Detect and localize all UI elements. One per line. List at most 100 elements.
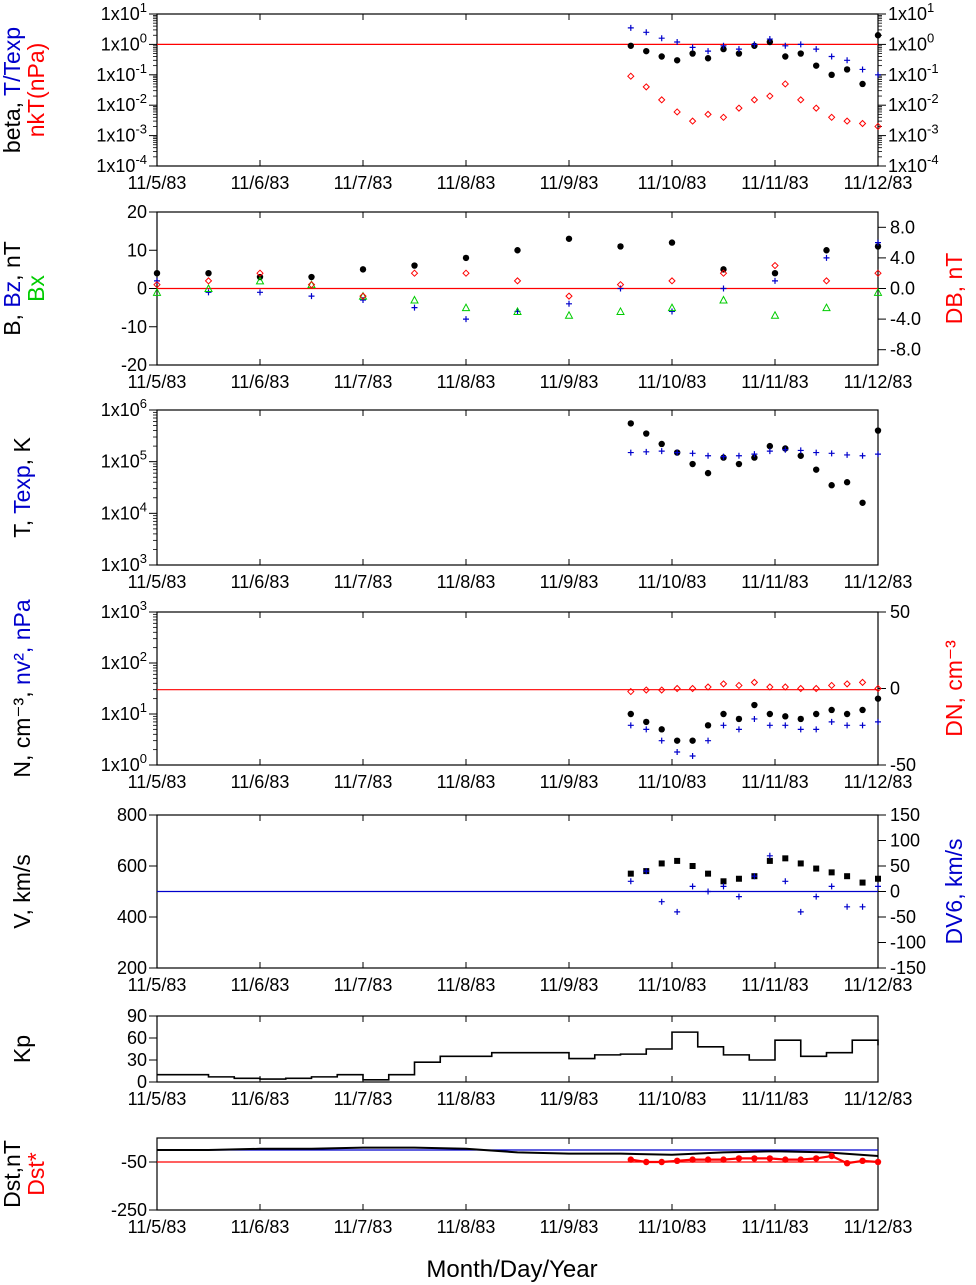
y-tick-label: 0: [137, 1072, 147, 1092]
data-point: [874, 684, 882, 693]
data-point: [411, 262, 418, 269]
data-point: [813, 466, 820, 473]
data-point: [875, 875, 881, 882]
series-dst-: [627, 1152, 882, 1167]
data-point: [720, 883, 727, 890]
y-axis-title-left: Kp: [9, 1035, 35, 1063]
data-point: [859, 722, 866, 729]
data-point: [674, 38, 681, 45]
data-point: [205, 289, 212, 296]
data-point: [859, 80, 866, 88]
data-point: [564, 310, 574, 319]
data-point: [154, 277, 160, 284]
panel-beta: 11/5/83 11/6/83 11/7/83 11/8/83 11/9/83 11/10…: [0, 0, 939, 193]
y-tick-label: 800: [117, 805, 147, 825]
data-point: [782, 42, 789, 49]
y-axis-title-left: beta, T/Texp: [0, 27, 25, 153]
data-point: [797, 447, 804, 454]
x-tick-label: 11/12/83: [844, 772, 913, 792]
data-point: [514, 247, 521, 254]
y-right-tick-label: 1x101: [888, 0, 934, 24]
data-point: [627, 687, 635, 696]
data-point: [643, 430, 650, 437]
panel-frame: [156, 13, 879, 167]
data-point: [874, 269, 882, 277]
data-point: [643, 726, 650, 733]
data-point: [689, 863, 696, 869]
data-point: [782, 1156, 789, 1163]
x-tick-label: 11/8/83: [437, 1089, 496, 1109]
x-tick-label: 11/9/83: [540, 572, 599, 592]
data-point: [689, 460, 696, 468]
data-point: [463, 316, 469, 323]
x-tick-label: 11/10/83: [638, 1217, 707, 1237]
data-point: [797, 908, 804, 915]
data-point: [859, 706, 866, 714]
y-right-tick-label: 1x10-1: [888, 61, 939, 85]
data-point: [874, 243, 882, 250]
data-point: [689, 737, 696, 744]
data-point: [766, 92, 774, 100]
data-point: [859, 66, 866, 73]
x-tick-label: 11/12/83: [844, 572, 913, 592]
data-point: [822, 277, 831, 285]
data-point: [627, 722, 634, 729]
data-point: [658, 898, 665, 905]
data-point: [782, 878, 789, 885]
x-tick-label: 11/9/83: [540, 372, 599, 392]
data-point: [642, 83, 650, 91]
data-point: [766, 683, 774, 691]
y-tick-label: 600: [117, 856, 147, 876]
data-point: [770, 310, 780, 319]
x-tick-label: 11/8/83: [437, 372, 496, 392]
data-point: [256, 269, 264, 277]
x-tick-label: 11/10/83: [638, 772, 707, 792]
y-axis-title-left: Dst,nT: [0, 1140, 25, 1208]
data-point: [844, 57, 851, 64]
x-tick-label: 11/6/83: [231, 772, 290, 792]
x-tick-label: 11/10/83: [638, 975, 707, 995]
x-tick-label: 11/5/83: [128, 1217, 187, 1237]
y-right-tick-label: -4.0: [890, 309, 921, 329]
y-axis-title-right: DN, cm⁻³: [941, 640, 967, 737]
data-point: [843, 117, 851, 125]
x-tick-label: 11/10/83: [638, 372, 707, 392]
data-point: [797, 684, 805, 693]
data-point: [782, 53, 789, 60]
series-t-texp: [627, 24, 881, 78]
x-tick-label: 11/11/83: [741, 572, 808, 592]
data-point: [751, 701, 758, 709]
data-point: [704, 683, 712, 691]
data-point: [643, 868, 650, 875]
y-tick-label: 200: [117, 958, 147, 978]
y-right-tick-label: -150: [890, 958, 926, 978]
x-tick-label: 11/6/83: [231, 1089, 290, 1109]
data-point: [859, 1157, 866, 1165]
data-point: [359, 266, 367, 273]
data-point: [828, 71, 835, 79]
data-point: [719, 295, 728, 304]
data-point: [827, 113, 836, 122]
data-point: [751, 873, 758, 880]
data-point: [673, 737, 681, 744]
x-tick-label: 11/9/83: [540, 772, 599, 792]
data-point: [771, 261, 779, 270]
y-axis-title-left-secondary: nkT(nPa): [23, 43, 49, 138]
y-right-tick-label: -50: [890, 755, 916, 775]
data-point: [828, 1152, 835, 1160]
x-tick-label: 11/10/83: [638, 572, 707, 592]
y-right-tick-label: 0: [890, 679, 900, 699]
data-point: [735, 681, 743, 690]
series-kp: [157, 1031, 879, 1081]
series-t: [627, 420, 882, 506]
data-point: [858, 119, 867, 128]
data-point: [657, 96, 666, 104]
data-point: [875, 883, 881, 890]
data-point: [627, 449, 634, 456]
data-point: [720, 42, 727, 49]
data-point: [772, 277, 778, 284]
y-tick-label: -50: [121, 1152, 147, 1172]
data-point: [643, 1158, 650, 1166]
series-nkt: [627, 72, 882, 131]
y-tick-label: 0: [137, 279, 147, 299]
